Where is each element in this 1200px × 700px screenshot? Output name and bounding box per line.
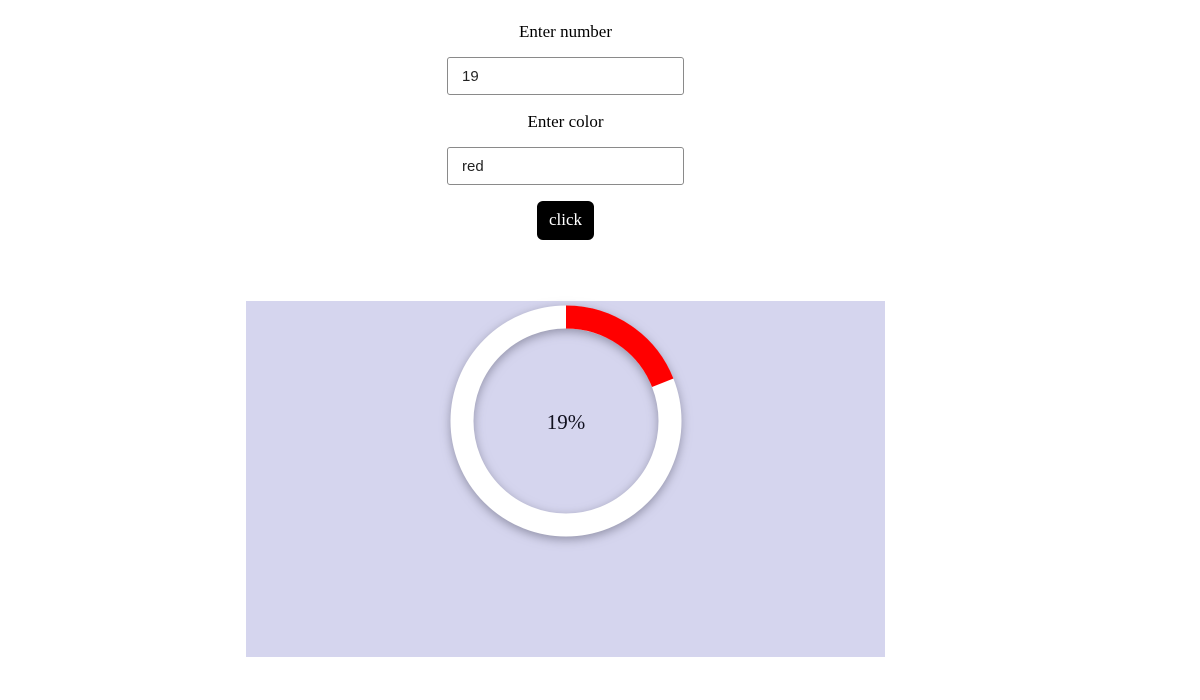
progress-value-label: 19%: [546, 410, 585, 434]
click-button[interactable]: click: [536, 201, 595, 240]
number-label: Enter number: [519, 22, 612, 41]
progress-ring: 19%: [450, 305, 681, 537]
color-label: Enter color: [527, 112, 604, 131]
page-content: Enter number Enter color click 19%: [246, 0, 885, 657]
color-input[interactable]: [447, 147, 684, 185]
progress-arc: [450, 305, 681, 537]
chart-panel: 19%: [246, 301, 885, 657]
number-input[interactable]: [447, 57, 684, 95]
progress-form: Enter number Enter color click: [246, 22, 885, 240]
